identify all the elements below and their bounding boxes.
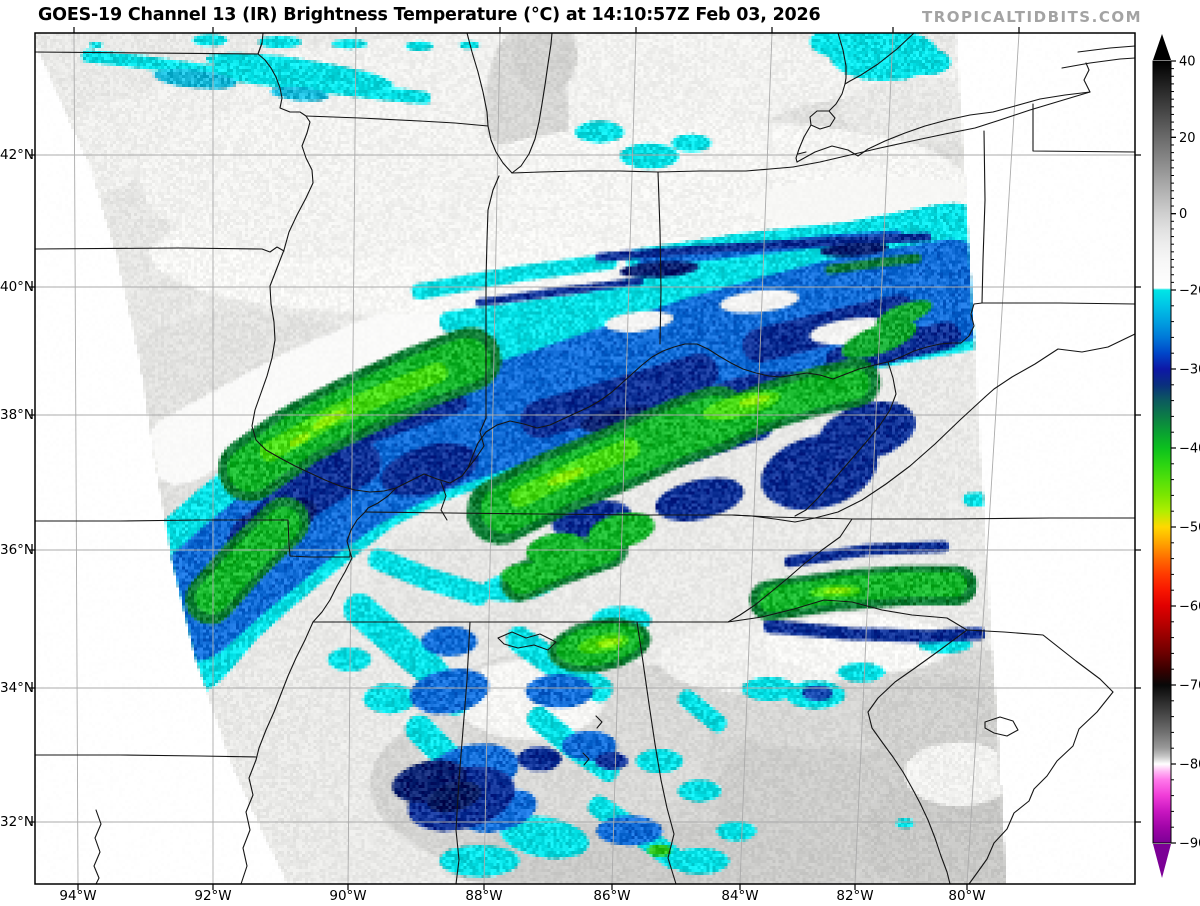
lon-axis-label: 92°W <box>183 888 243 904</box>
colorbar-bottom-arrow <box>1153 844 1171 878</box>
colorbar-tick-label: −40 <box>1179 442 1200 457</box>
colorbar-tick-label: −50 <box>1179 521 1200 536</box>
lat-axis-label: 40°N <box>0 279 31 295</box>
colorbar-tick-label: −30 <box>1179 363 1200 378</box>
colorbar-tick-label: 40 <box>1179 55 1196 70</box>
colorbar-tick-label: −70 <box>1179 679 1200 694</box>
colorbar-tick-label: −80 <box>1179 758 1200 773</box>
weather-map-page: { "header": { "title": "GOES-19 Channel … <box>0 0 1200 906</box>
lon-axis-label: 88°W <box>454 888 514 904</box>
lon-axis-label: 94°W <box>48 888 108 904</box>
colorbar-tick-label: −20 <box>1179 284 1200 299</box>
colorbar: 40 20 0 −20 −30 −40 −50 −60 −70 −80 −90 <box>0 0 1200 906</box>
colorbar-top-arrow <box>1153 34 1171 60</box>
lon-axis-label: 80°W <box>937 888 997 904</box>
lon-axis-label: 86°W <box>582 888 642 904</box>
colorbar-bar <box>1153 61 1171 843</box>
lon-axis-label: 90°W <box>318 888 378 904</box>
lon-axis-label: 82°W <box>825 888 885 904</box>
lon-axis-label: 84°W <box>710 888 770 904</box>
lat-axis-label: 32°N <box>0 814 31 830</box>
lat-axis-label: 36°N <box>0 542 31 558</box>
colorbar-tick-label: 20 <box>1179 131 1196 146</box>
colorbar-tick-label: 0 <box>1179 207 1187 222</box>
colorbar-tick-label: −90 <box>1179 837 1200 852</box>
lat-axis-label: 38°N <box>0 407 31 423</box>
colorbar-tick-label: −60 <box>1179 600 1200 615</box>
lat-axis-label: 42°N <box>0 147 31 163</box>
lat-axis-label: 34°N <box>0 680 31 696</box>
